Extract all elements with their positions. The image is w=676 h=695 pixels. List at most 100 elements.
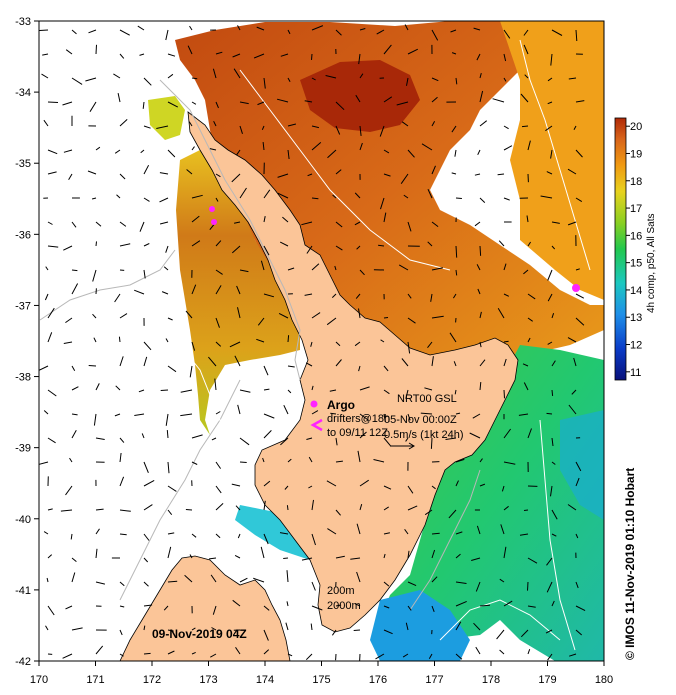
current-vector [358, 53, 361, 65]
current-vector [215, 51, 223, 55]
current-vector [88, 29, 97, 34]
x-tick-label: 175 [312, 674, 330, 686]
current-vector [383, 389, 390, 395]
current-vector [355, 94, 361, 103]
current-vector [306, 245, 313, 254]
current-vector [400, 173, 409, 184]
current-vector [335, 101, 345, 111]
sst-warm-core [300, 60, 420, 132]
current-vector [455, 581, 467, 584]
current-vector [189, 25, 193, 31]
current-vector [359, 386, 370, 391]
current-source: NRT00 GSL [397, 393, 457, 405]
current-vector [287, 365, 295, 368]
current-vector [380, 339, 385, 343]
x-tick-label: 177 [425, 674, 443, 686]
current-vector [95, 508, 104, 511]
current-vector [114, 413, 121, 417]
current-vector [308, 485, 313, 489]
current-vector [119, 313, 128, 319]
current-vector [156, 125, 169, 129]
current-vector [93, 337, 97, 343]
drifter-marker [211, 219, 217, 225]
current-vector [263, 500, 266, 511]
current-vector [263, 605, 270, 611]
current-vector [547, 101, 553, 105]
current-vector [359, 125, 362, 136]
current-vector [479, 483, 486, 487]
current-vector [215, 240, 222, 247]
current-vector [263, 413, 275, 419]
current-vector [383, 173, 391, 177]
current-vector [237, 307, 241, 319]
current-vector [119, 119, 128, 127]
current-vector [253, 577, 265, 583]
drifter-icon [310, 418, 323, 432]
current-vector [430, 293, 433, 302]
current-vector [63, 245, 73, 251]
current-vector [283, 404, 289, 415]
current-vector [304, 293, 313, 296]
current-vector [449, 332, 457, 343]
current-vector [407, 605, 412, 611]
current-vector [211, 627, 217, 631]
current-vector [263, 430, 272, 439]
current-vector [575, 477, 580, 487]
current-vector [167, 149, 176, 158]
current-vector [383, 532, 390, 535]
current-vector [575, 317, 585, 326]
current-vector [71, 572, 76, 583]
current-vector [287, 458, 292, 463]
current-vector [163, 266, 169, 271]
colorbar-tick-label: 17 [630, 203, 642, 215]
current-vector [47, 332, 53, 343]
current-vector [499, 649, 505, 655]
current-vector [215, 461, 222, 469]
current-vector [95, 383, 100, 391]
current-vector [95, 528, 100, 535]
current-vector [263, 533, 269, 545]
current-vector [85, 77, 97, 82]
contour-2000-label: 2000m [327, 600, 361, 612]
current-vector [305, 362, 313, 367]
current-vector [520, 629, 529, 638]
current-vector [455, 458, 465, 463]
current-vector [496, 629, 505, 640]
current-vector [263, 216, 266, 223]
current-vector [95, 44, 97, 55]
current-vector [239, 125, 243, 134]
current-vector [214, 378, 217, 391]
current-vector [380, 197, 385, 210]
current-vector [167, 365, 177, 373]
current-vector [527, 140, 531, 151]
current-vector [159, 221, 169, 225]
current-vector [71, 29, 77, 35]
current-vector [47, 605, 55, 616]
current-vector [167, 650, 175, 655]
current-vector [551, 600, 555, 607]
current-vector [237, 404, 241, 415]
current-vector [215, 197, 219, 202]
current-vector [119, 452, 122, 463]
current-vector [359, 431, 367, 439]
current-vector [143, 604, 153, 607]
current-vector [277, 173, 289, 178]
current-vector [547, 77, 553, 82]
current-vector [407, 505, 418, 511]
current-vector [215, 285, 222, 295]
current-vector [47, 245, 59, 248]
current-vector [71, 413, 78, 416]
current-vector [71, 77, 83, 85]
colorbar-tick-label: 16 [630, 230, 642, 242]
current-vector [404, 529, 409, 535]
current-vector [143, 504, 153, 511]
current-vector [474, 221, 481, 227]
current-vector [46, 577, 49, 583]
current-vector [335, 604, 342, 607]
current-vector [523, 44, 529, 55]
current-vector [424, 509, 433, 516]
current-vector [497, 173, 505, 176]
current-vector [474, 173, 481, 176]
current-vector [453, 361, 457, 367]
sst-west-patch [176, 150, 300, 435]
